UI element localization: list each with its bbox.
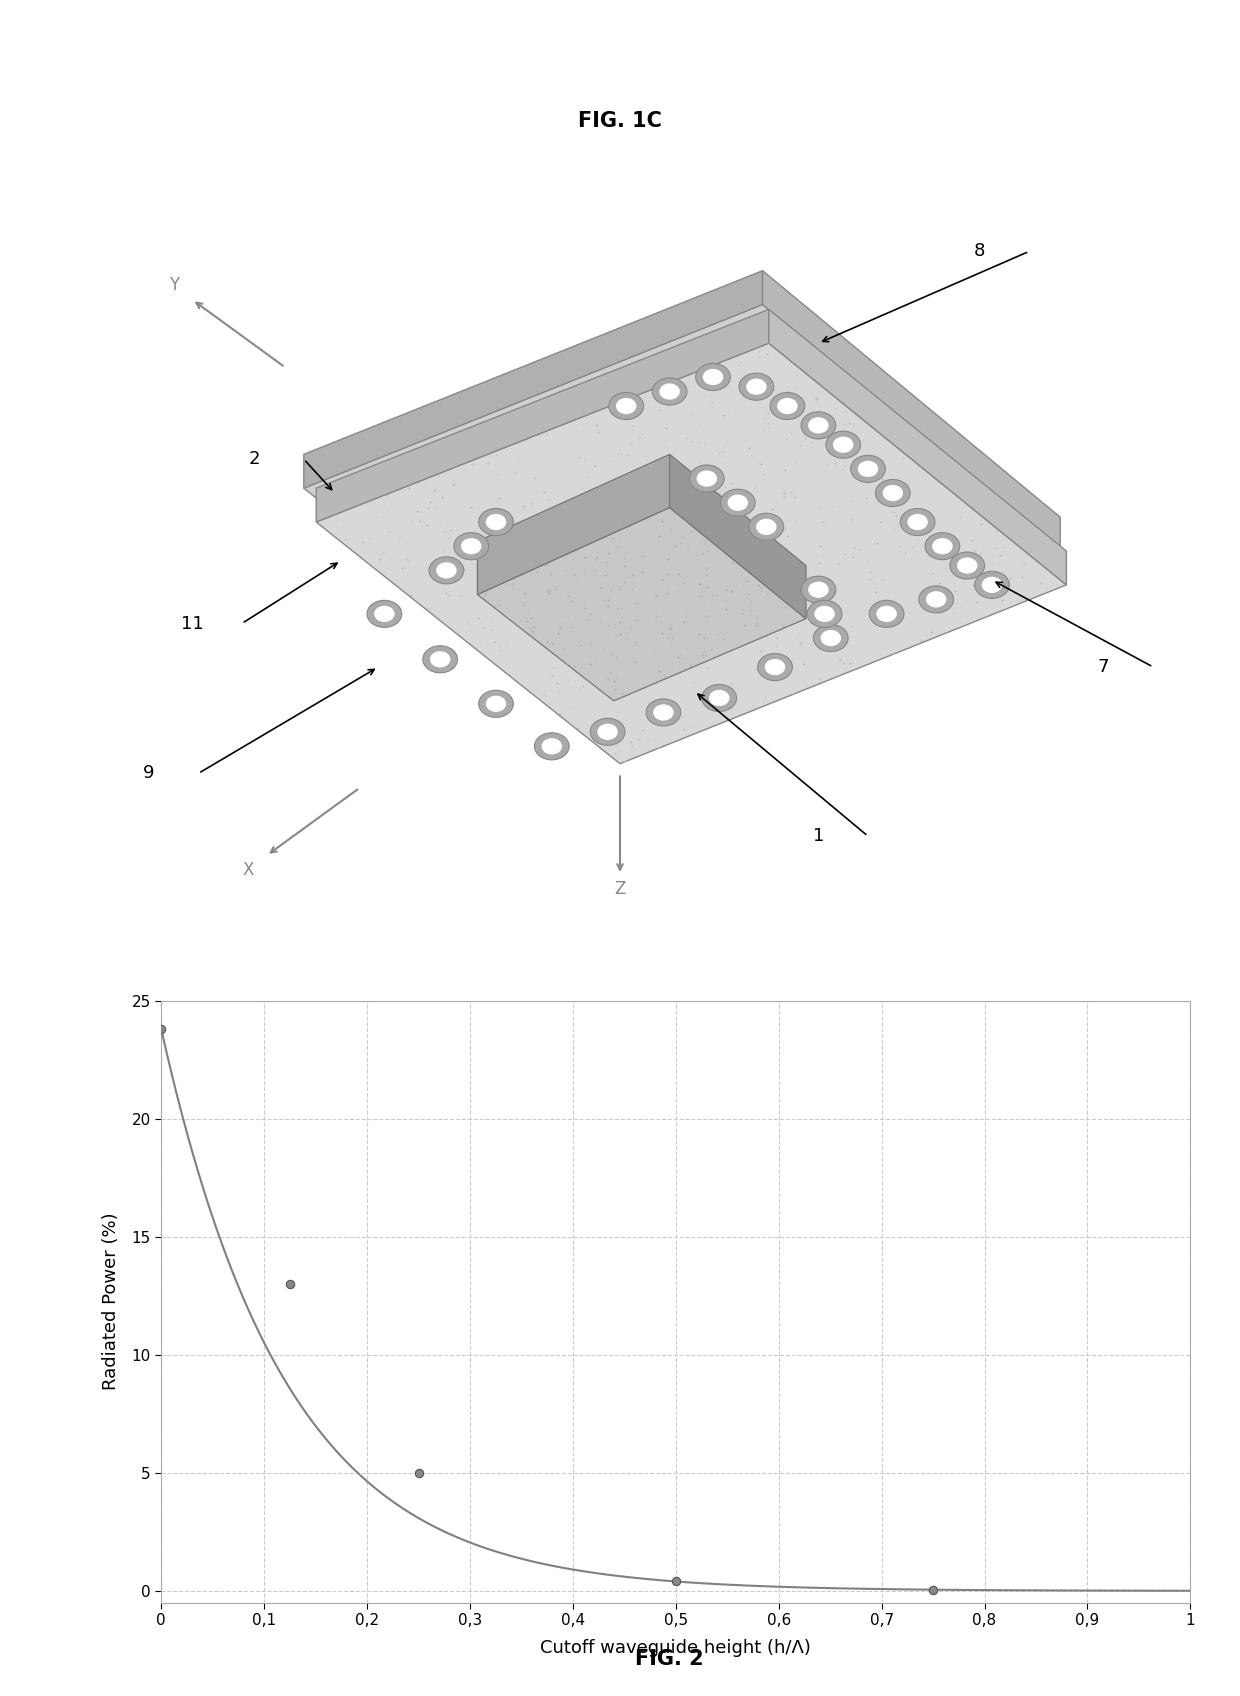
- Circle shape: [777, 399, 797, 414]
- Text: 8: 8: [973, 243, 986, 261]
- Circle shape: [653, 706, 673, 719]
- Text: 11: 11: [181, 614, 203, 633]
- X-axis label: Cutoff waveguide height (h/Λ): Cutoff waveguide height (h/Λ): [541, 1640, 811, 1657]
- Text: FIG. 2: FIG. 2: [635, 1649, 704, 1669]
- Circle shape: [858, 461, 878, 477]
- Circle shape: [728, 495, 748, 510]
- Circle shape: [749, 514, 784, 541]
- Text: 2: 2: [248, 449, 260, 468]
- Circle shape: [765, 660, 785, 675]
- Circle shape: [869, 600, 904, 628]
- Circle shape: [461, 539, 481, 553]
- Circle shape: [423, 646, 458, 673]
- Circle shape: [542, 739, 562, 753]
- Circle shape: [598, 724, 618, 739]
- Circle shape: [486, 697, 506, 711]
- Circle shape: [801, 577, 836, 604]
- Circle shape: [486, 514, 506, 529]
- Text: X: X: [242, 862, 254, 879]
- Polygon shape: [316, 309, 769, 522]
- Circle shape: [821, 631, 841, 646]
- Circle shape: [367, 600, 402, 628]
- Circle shape: [430, 651, 450, 667]
- Circle shape: [616, 399, 636, 414]
- Circle shape: [479, 690, 513, 717]
- Circle shape: [720, 488, 755, 516]
- Circle shape: [709, 690, 729, 706]
- Text: Y: Y: [169, 276, 179, 293]
- Circle shape: [689, 465, 724, 492]
- Circle shape: [926, 592, 946, 607]
- Circle shape: [875, 480, 910, 507]
- Circle shape: [702, 685, 737, 712]
- Text: 9: 9: [143, 765, 155, 782]
- Text: 1: 1: [812, 828, 825, 845]
- Circle shape: [982, 577, 1002, 592]
- Polygon shape: [304, 305, 1060, 729]
- Polygon shape: [477, 507, 806, 700]
- Text: FIG. 1C: FIG. 1C: [578, 110, 662, 131]
- Circle shape: [374, 607, 394, 621]
- Circle shape: [429, 556, 464, 583]
- Circle shape: [758, 653, 792, 680]
- Circle shape: [808, 582, 828, 597]
- Circle shape: [975, 572, 1009, 599]
- Circle shape: [957, 558, 977, 573]
- Circle shape: [436, 563, 456, 578]
- Circle shape: [646, 699, 681, 726]
- Circle shape: [833, 438, 853, 453]
- Circle shape: [590, 719, 625, 745]
- Circle shape: [801, 412, 836, 439]
- Circle shape: [454, 533, 489, 560]
- Circle shape: [697, 471, 717, 487]
- Y-axis label: Radiated Power (%): Radiated Power (%): [103, 1213, 120, 1391]
- Circle shape: [883, 485, 903, 500]
- Circle shape: [851, 455, 885, 482]
- Circle shape: [813, 624, 848, 651]
- Polygon shape: [316, 343, 1066, 763]
- Circle shape: [479, 509, 513, 536]
- Polygon shape: [769, 309, 1066, 585]
- Circle shape: [950, 551, 985, 578]
- Circle shape: [919, 585, 954, 612]
- Circle shape: [696, 363, 730, 390]
- Circle shape: [756, 519, 776, 534]
- Circle shape: [807, 600, 842, 628]
- Text: Z: Z: [614, 880, 626, 899]
- Polygon shape: [477, 455, 670, 595]
- Circle shape: [925, 533, 960, 560]
- Circle shape: [609, 392, 644, 419]
- Circle shape: [703, 370, 723, 385]
- Circle shape: [877, 607, 897, 621]
- Circle shape: [534, 733, 569, 760]
- Circle shape: [815, 607, 835, 621]
- Circle shape: [652, 378, 687, 405]
- Circle shape: [826, 431, 861, 458]
- Circle shape: [770, 392, 805, 419]
- Text: 7: 7: [1097, 658, 1110, 677]
- Circle shape: [746, 380, 766, 393]
- Circle shape: [900, 509, 935, 536]
- Circle shape: [808, 417, 828, 432]
- Polygon shape: [670, 455, 806, 619]
- Circle shape: [660, 383, 680, 399]
- Circle shape: [932, 539, 952, 553]
- Polygon shape: [763, 271, 1060, 551]
- Polygon shape: [304, 271, 763, 488]
- Circle shape: [908, 514, 928, 529]
- Circle shape: [739, 373, 774, 400]
